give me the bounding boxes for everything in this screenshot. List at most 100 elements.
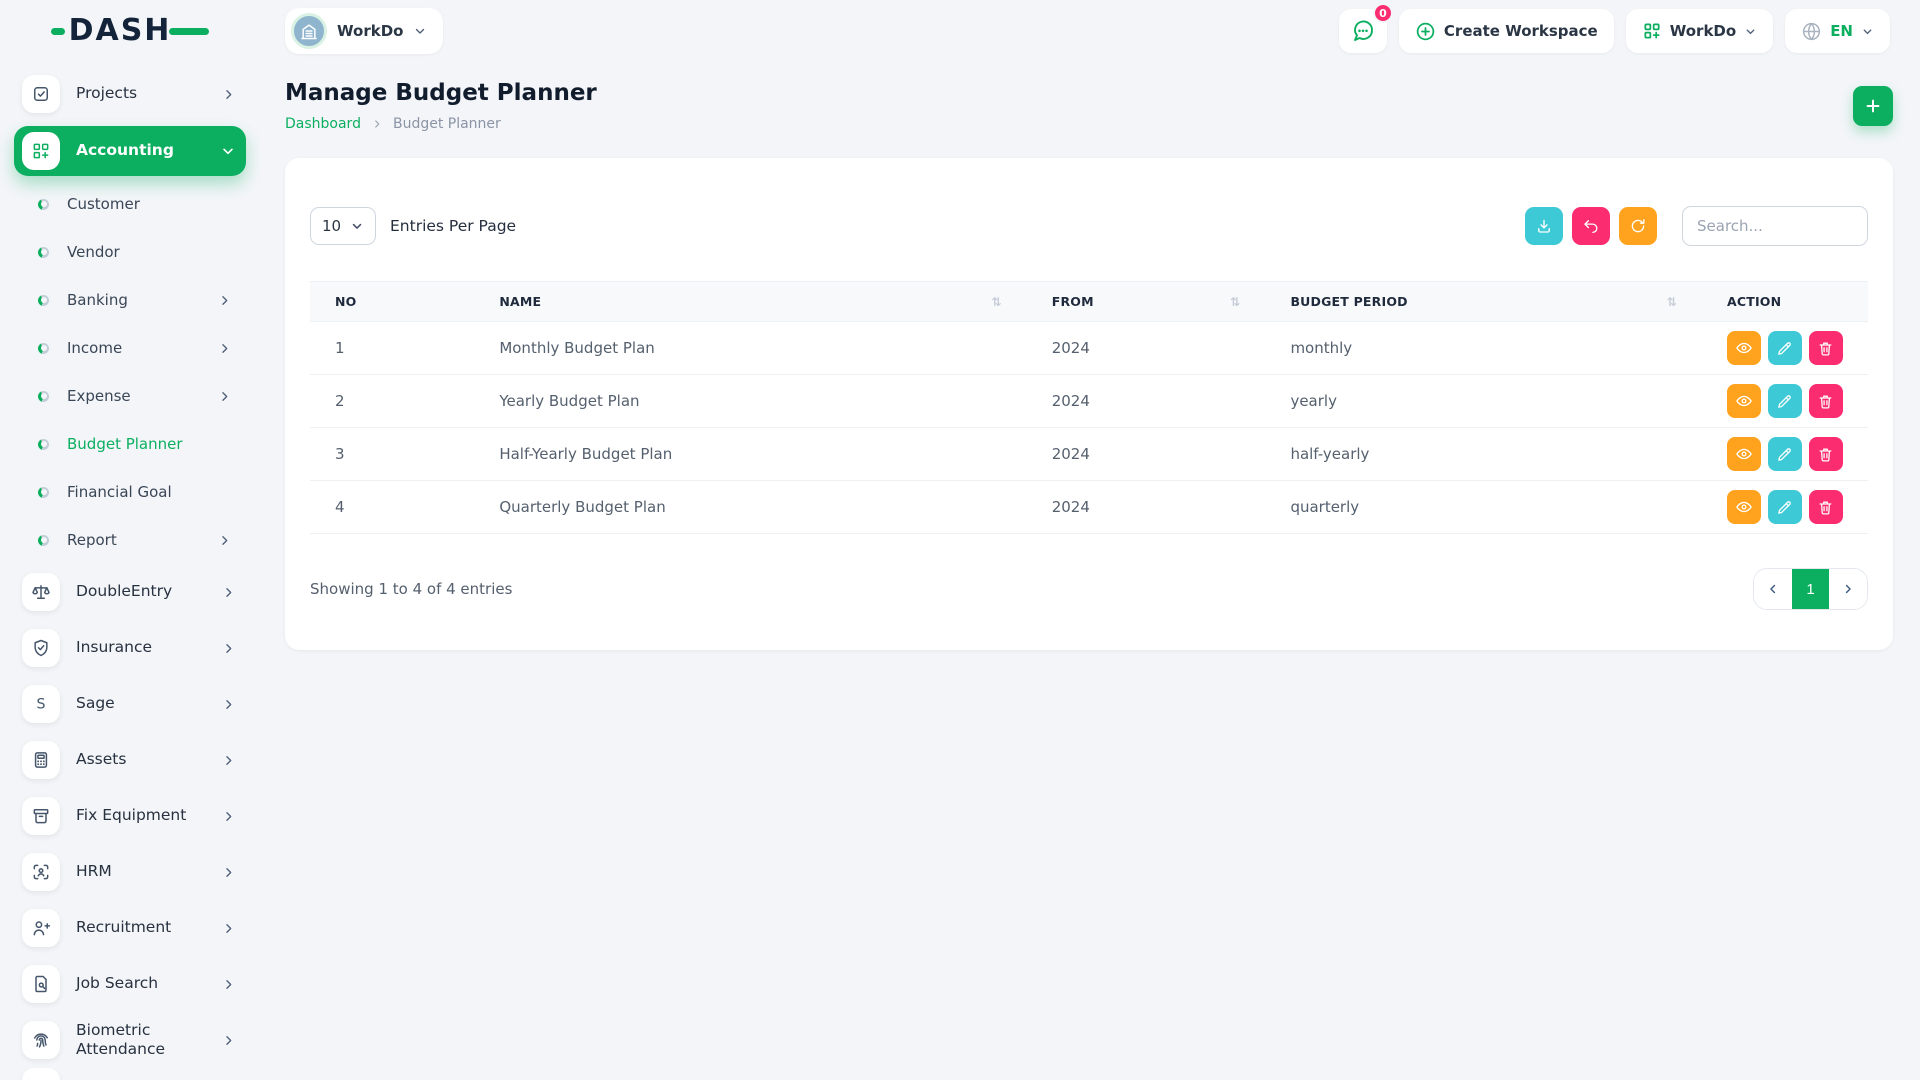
column-header-budget-period[interactable]: BUDGET PERIOD ⇅ — [1265, 281, 1702, 322]
sidebar-subitem-expense[interactable]: Expense — [14, 372, 246, 420]
sidebar-item-label: Recruitment — [76, 918, 172, 937]
chevron-left-icon — [1770, 584, 1776, 594]
brand-logo[interactable]: DASH — [0, 16, 260, 46]
sidebar-subitem-budget-planner[interactable]: Budget Planner — [14, 420, 246, 468]
scan-user-icon — [22, 853, 60, 891]
cell-action — [1701, 321, 1868, 375]
fingerprint-icon — [22, 1021, 60, 1059]
sidebar-subitem-income[interactable]: Income — [14, 324, 246, 372]
table-row: 4 Quarterly Budget Plan 2024 quarterly — [310, 480, 1868, 534]
add-budget-button[interactable] — [1853, 86, 1893, 126]
sidebar-subitem-financial-goal[interactable]: Financial Goal — [14, 468, 246, 516]
pencil-action-button[interactable] — [1767, 384, 1802, 418]
breadcrumb-current: Budget Planner — [392, 116, 501, 132]
building-icon — [291, 13, 327, 49]
table-controls: 10 Entries Per Page — [310, 206, 1868, 246]
table-row: 2 Yearly Budget Plan 2024 yearly — [310, 374, 1868, 428]
column-header-from[interactable]: FROM ⇅ — [1026, 281, 1266, 322]
sidebar-item-accounting[interactable]: Accounting — [14, 126, 246, 176]
eye-action-button[interactable] — [1726, 331, 1761, 365]
checkbox-icon — [22, 75, 60, 113]
sidebar-item-biometric-attendance[interactable]: Biometric Attendance — [14, 1012, 246, 1068]
column-header-name[interactable]: NAME ⇅ — [474, 281, 1027, 322]
trash-action-button[interactable] — [1808, 437, 1843, 471]
undo-button[interactable] — [1572, 207, 1610, 245]
sidebar-item-insurance[interactable]: Insurance — [14, 620, 246, 676]
sidebar-subitem-report[interactable]: Report — [14, 516, 246, 564]
sidebar-subitem-vendor[interactable]: Vendor — [14, 228, 246, 276]
eye-action-button[interactable] — [1726, 437, 1761, 471]
refresh-button[interactable] — [1619, 207, 1657, 245]
chevron-right-icon — [221, 1033, 236, 1048]
budget-table: NO NAME ⇅ FROM ⇅ BUDGET PERIOD ⇅ ACTION 1 Monthl… — [310, 281, 1868, 534]
pencil-action-button[interactable] — [1767, 331, 1802, 365]
scales-icon — [22, 573, 60, 611]
circle-icon — [38, 294, 49, 306]
pagination-prev-button[interactable] — [1754, 569, 1792, 609]
sidebar-item-doubleentry[interactable]: DoubleEntry — [14, 564, 246, 620]
circle-icon — [38, 390, 49, 402]
trash-action-button[interactable] — [1808, 384, 1843, 418]
workspace-selector[interactable]: WorkDo — [285, 8, 444, 54]
sidebar-item-fix-equipment[interactable]: Fix Equipment — [14, 788, 246, 844]
page-header: Manage Budget Planner Dashboard Budget P… — [285, 80, 1893, 132]
grid-plus-icon — [1642, 21, 1662, 41]
logo-text: DASH — [68, 13, 172, 48]
sidebar-subitem-label: Report — [67, 530, 117, 549]
eye-action-button[interactable] — [1726, 490, 1761, 524]
sidebar-item-recruitment[interactable]: Recruitment — [14, 900, 246, 956]
pagination-next-button[interactable] — [1829, 569, 1867, 609]
eye-action-button[interactable] — [1726, 384, 1761, 418]
pencil-icon — [1776, 446, 1793, 463]
entries-per-page-select[interactable]: 10 — [310, 207, 376, 245]
pencil-action-button[interactable] — [1767, 490, 1802, 524]
user-plus-icon — [22, 909, 60, 947]
sidebar-item-hrm[interactable]: HRM — [14, 844, 246, 900]
sort-icon[interactable]: ⇅ — [991, 294, 1002, 309]
sidebar-item-job-search[interactable]: Job Search — [14, 956, 246, 1012]
messages-button[interactable]: 0 — [1338, 3, 1393, 53]
main-content: Manage Budget Planner Dashboard Budget P… — [260, 62, 1920, 1080]
sort-icon[interactable]: ⇅ — [1230, 294, 1241, 309]
language-selector[interactable]: EN — [1785, 9, 1890, 53]
trash-action-button[interactable] — [1808, 331, 1843, 365]
trash-action-button[interactable] — [1808, 490, 1843, 524]
eye-icon — [1735, 392, 1753, 410]
download-icon — [1535, 217, 1553, 235]
cell-name: Yearly Budget Plan — [474, 374, 1027, 428]
chevron-down-icon — [350, 219, 364, 233]
trash-icon — [1817, 499, 1834, 516]
cell-budget-period: quarterly — [1265, 480, 1702, 534]
sidebar-item-sage[interactable]: S Sage — [14, 676, 246, 732]
cell-from: 2024 — [1026, 480, 1266, 534]
search-input[interactable] — [1682, 206, 1868, 246]
refresh-icon — [1629, 217, 1647, 235]
breadcrumb-dashboard-link[interactable]: Dashboard — [285, 116, 361, 132]
create-workspace-button[interactable]: Create Workspace — [1398, 9, 1614, 53]
cell-no: 3 — [310, 427, 475, 481]
sidebar-subitem-banking[interactable]: Banking — [14, 276, 246, 324]
pencil-icon — [1776, 340, 1793, 357]
hidden-icon — [22, 1068, 60, 1080]
cell-from: 2024 — [1026, 321, 1266, 375]
download-button[interactable] — [1525, 207, 1563, 245]
sidebar-item-projects[interactable]: Projects — [14, 66, 246, 122]
sidebar-subitem-customer[interactable]: Customer — [14, 180, 246, 228]
sidebar-subitem-label: Vendor — [67, 242, 120, 261]
chevron-down-icon — [413, 24, 427, 38]
logo-dash-accent — [169, 27, 210, 35]
sidebar-item-label: Sage — [76, 694, 115, 713]
app-switcher-button[interactable]: WorkDo — [1625, 9, 1774, 53]
doc-search-icon — [22, 965, 60, 1003]
cell-budget-period: yearly — [1265, 374, 1702, 428]
chevron-right-icon — [221, 921, 236, 936]
table-footer: Showing 1 to 4 of 4 entries 1 — [310, 568, 1868, 610]
app-switcher-label: WorkDo — [1669, 22, 1737, 40]
chevron-right-icon — [221, 865, 236, 880]
sidebar-item-partial[interactable] — [14, 1068, 246, 1080]
sidebar-item-assets[interactable]: Assets — [14, 732, 246, 788]
pagination-page-1[interactable]: 1 — [1792, 569, 1829, 609]
sidebar: Projects Accounting Customer Vendor Banking I… — [0, 62, 260, 1080]
sort-icon[interactable]: ⇅ — [1666, 294, 1677, 309]
pencil-action-button[interactable] — [1767, 437, 1802, 471]
